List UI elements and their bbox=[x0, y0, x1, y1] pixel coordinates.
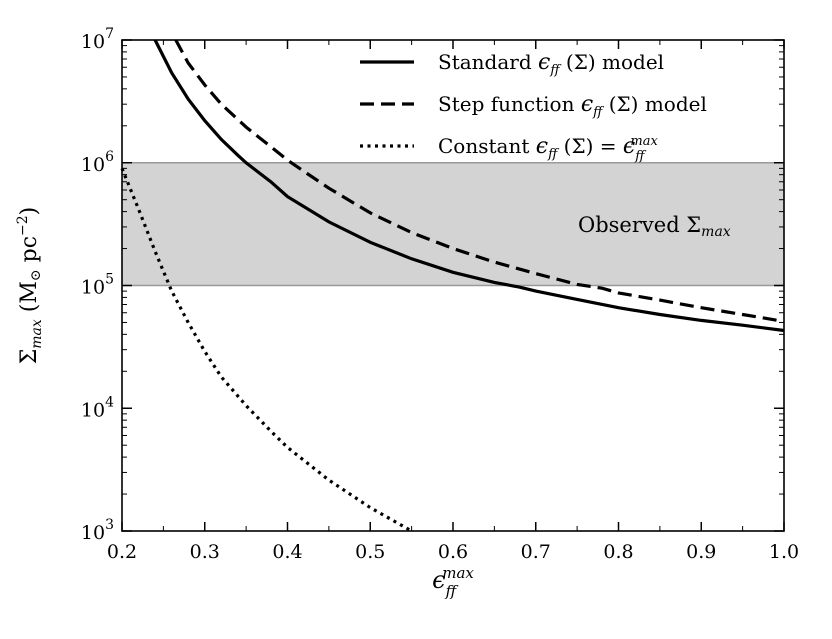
x-tick-label: 0.3 bbox=[190, 541, 220, 563]
legend-label: Standard ϵff (Σ) model bbox=[438, 50, 664, 78]
x-tick-label: 0.2 bbox=[107, 541, 137, 563]
y-tick-label: 107 bbox=[81, 26, 114, 53]
y-tick-label: 106 bbox=[81, 149, 114, 176]
y-axis-label: Σmax (M⊙ pc−2) bbox=[15, 207, 45, 365]
x-tick-label: 0.7 bbox=[521, 541, 551, 563]
y-tick-label: 104 bbox=[81, 394, 114, 421]
x-tick-label: 0.5 bbox=[355, 541, 385, 563]
series-group bbox=[120, 39, 785, 533]
x-tick-label: 0.4 bbox=[272, 541, 302, 563]
y-tick-label: 103 bbox=[81, 517, 114, 544]
x-tick-label: 1.0 bbox=[769, 541, 799, 563]
series-line-dashed bbox=[174, 39, 785, 323]
x-axis-ticks: 0.2 0.3 0.4 0.5 0.6 0.7 0.8 0.9 1.0 bbox=[107, 40, 799, 563]
x-tick-label: 0.8 bbox=[603, 541, 633, 563]
observed-band-label: Observed Σmax bbox=[578, 213, 731, 240]
observed-band bbox=[122, 162, 784, 286]
x-axis-label: ϵffmax bbox=[432, 564, 474, 600]
x-tick-label: 0.6 bbox=[438, 541, 468, 563]
x-tick-label: 0.9 bbox=[686, 541, 716, 563]
y-axis-ticks: 103 104 105 106 107 bbox=[81, 26, 784, 544]
series-line-solid bbox=[153, 39, 785, 333]
y-tick-label: 105 bbox=[81, 272, 114, 299]
legend: Standard ϵff (Σ) model Step function ϵff … bbox=[360, 50, 707, 164]
legend-label: Step function ϵff (Σ) model bbox=[438, 92, 707, 120]
legend-label: Constant ϵff (Σ) = ϵffmax bbox=[438, 134, 658, 164]
